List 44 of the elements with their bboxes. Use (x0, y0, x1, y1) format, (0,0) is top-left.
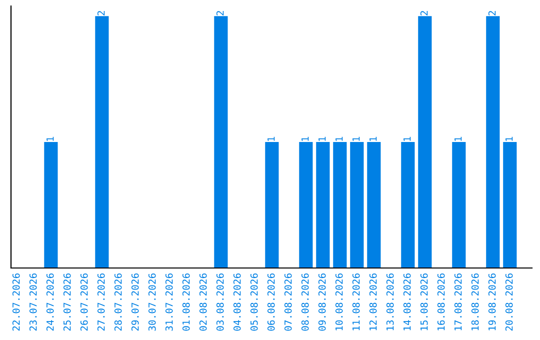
x-tick-label: 29.07.2026 (131, 273, 139, 331)
data-label: 1 (46, 136, 54, 141)
x-tick-label: 30.07.2026 (148, 273, 156, 331)
data-label: 1 (352, 136, 360, 141)
data-label: 2 (488, 11, 496, 16)
data-label: 1 (268, 136, 275, 141)
data-label: 1 (302, 136, 309, 141)
x-tick-label: 17.08.2026 (454, 273, 462, 330)
x-tick-label: 08.08.2026 (301, 273, 309, 331)
x-tick-label: 24.07.2026 (46, 273, 54, 331)
data-label: 2 (216, 11, 224, 16)
x-tick-label: 19.08.2026 (488, 273, 496, 330)
x-tick-label: 27.07.2026 (97, 273, 105, 331)
x-tick-label: 15.08.2026 (420, 273, 428, 330)
x-tick-label: 13.08.2026 (386, 273, 394, 330)
x-tick-label: 06.08.2026 (267, 273, 275, 331)
x-tick-label: 10.08.2026 (335, 273, 343, 330)
data-label: 1 (454, 136, 462, 141)
x-tick-label: 01.08.2026 (182, 273, 190, 331)
x-tick-label: 22.07.2026 (12, 273, 20, 331)
data-label: 2 (420, 11, 428, 16)
x-tick-label: 25.07.2026 (63, 273, 71, 331)
data-label: 1 (336, 136, 343, 141)
x-tick-label: 03.08.2026 (216, 273, 224, 331)
data-label: 1 (370, 136, 377, 141)
data-label: 1 (318, 136, 326, 141)
x-tick-label: 20.08.2026 (505, 273, 513, 331)
x-tick-label: 31.07.2026 (165, 273, 173, 331)
x-tick-label: 26.07.2026 (80, 273, 88, 331)
x-tick-label: 16.08.2026 (437, 273, 445, 330)
x-tick-label: 02.08.2026 (199, 273, 207, 331)
x-tick-label: 11.08.2026 (352, 273, 360, 330)
data-label: 2 (97, 11, 105, 16)
x-tick-label: 23.07.2026 (29, 273, 37, 331)
x-tick-label: 18.08.2026 (471, 273, 479, 330)
x-tick-label: 07.08.2026 (284, 273, 292, 331)
x-tick-label: 28.07.2026 (114, 273, 122, 331)
x-tick-label: 09.08.2026 (318, 273, 326, 331)
x-tick-label: 05.08.2026 (250, 273, 258, 331)
data-label: 1 (506, 136, 513, 141)
x-tick-label: 04.08.2026 (233, 273, 241, 331)
data-label: 1 (404, 136, 411, 141)
x-tick-label: 14.08.2026 (403, 273, 411, 330)
x-tick-label: 12.08.2026 (369, 273, 377, 330)
